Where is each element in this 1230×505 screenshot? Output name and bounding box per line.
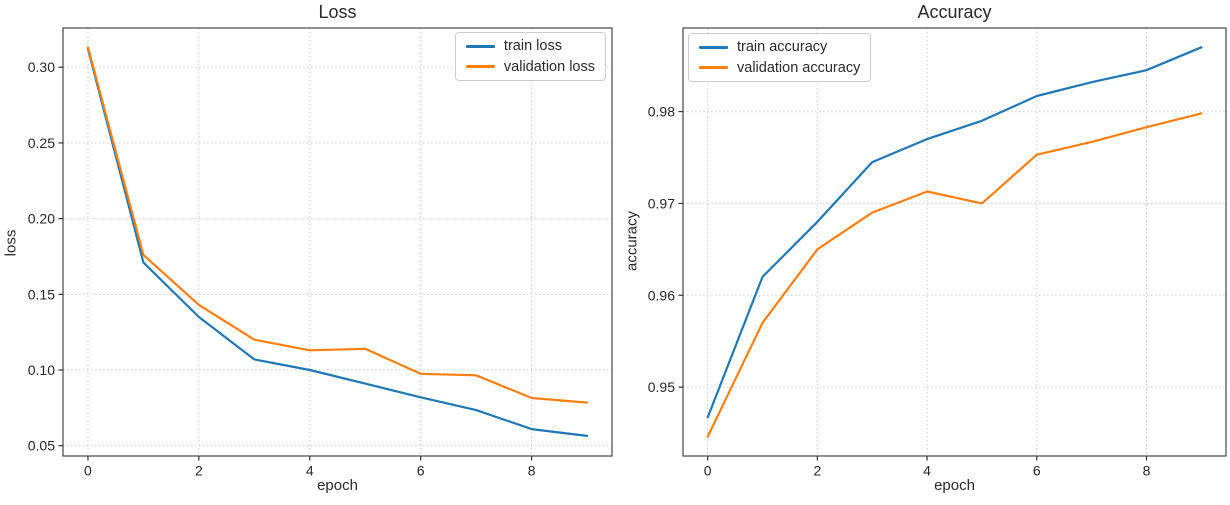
accuracy-yaxis-label: accuracy bbox=[623, 210, 641, 272]
validation-loss-line-swatch bbox=[465, 65, 495, 69]
x-tick-label: 2 bbox=[195, 463, 203, 479]
y-tick-label: 0.95 bbox=[648, 379, 675, 395]
x-tick-label: 4 bbox=[923, 463, 931, 479]
loss-chart-title: Loss bbox=[318, 2, 357, 22]
y-tick-label: 0.15 bbox=[28, 286, 55, 302]
series-line-validation-accuracy bbox=[706, 112, 1203, 438]
y-tick-label: 0.05 bbox=[28, 438, 55, 454]
loss-xaxis-label: epoch bbox=[317, 477, 358, 494]
y-tick-label: 0.96 bbox=[648, 287, 675, 303]
x-tick-label: 8 bbox=[528, 463, 536, 479]
accuracy-legend: train accuracy validation accuracy bbox=[688, 33, 872, 82]
y-tick-label: 0.30 bbox=[28, 59, 55, 75]
loss-yaxis-label: loss bbox=[2, 229, 20, 257]
x-tick-label: 8 bbox=[1143, 463, 1151, 479]
plot-spines bbox=[682, 27, 1227, 457]
legend-label: train accuracy bbox=[737, 39, 828, 55]
legend-item-validation-loss: validation loss bbox=[465, 58, 595, 76]
series-line-validation-loss bbox=[86, 46, 589, 404]
x-tick-label: 6 bbox=[417, 463, 425, 479]
train-accuracy-line-swatch bbox=[699, 45, 728, 49]
validation-accuracy-line-swatch bbox=[699, 66, 728, 70]
legend-label: validation loss bbox=[503, 58, 595, 75]
x-tick-label: 0 bbox=[84, 463, 92, 479]
legend-item-validation-accuracy: validation accuracy bbox=[699, 60, 860, 77]
series-line-train-accuracy bbox=[706, 46, 1203, 419]
series-line-train-loss bbox=[86, 47, 589, 437]
x-tick-label: 4 bbox=[306, 463, 314, 479]
y-tick-label: 0.20 bbox=[28, 211, 55, 227]
plot-spines bbox=[62, 27, 613, 457]
y-tick-label: 0.25 bbox=[28, 135, 55, 151]
y-tick-label: 0.10 bbox=[28, 362, 55, 378]
loss-legend: train loss validation loss bbox=[454, 32, 606, 81]
legend-item-train-loss: train loss bbox=[465, 38, 595, 55]
accuracy-xaxis-label: epoch bbox=[934, 477, 975, 494]
legend-label: validation accuracy bbox=[737, 59, 861, 76]
y-tick-label: 0.98 bbox=[648, 104, 675, 120]
x-tick-label: 2 bbox=[813, 463, 821, 479]
legend-label: train loss bbox=[503, 38, 562, 54]
accuracy-chart-title: Accuracy bbox=[917, 2, 992, 22]
x-tick-label: 0 bbox=[704, 463, 712, 479]
legend-item-train-accuracy: train accuracy bbox=[699, 39, 860, 56]
train-loss-line-swatch bbox=[465, 44, 495, 48]
y-tick-label: 0.97 bbox=[648, 195, 675, 211]
x-tick-label: 6 bbox=[1033, 463, 1041, 479]
